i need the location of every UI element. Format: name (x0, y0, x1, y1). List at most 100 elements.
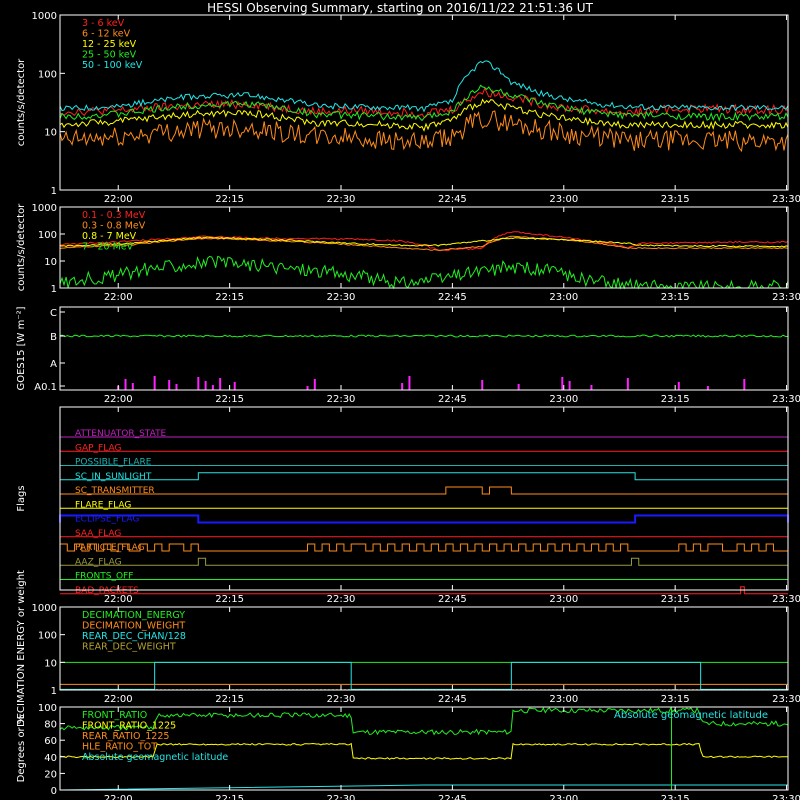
legend-entry: 0.8 - 7 MeV (82, 231, 137, 242)
x-tick-label: 22:45 (438, 394, 467, 405)
panels: 22:00 22:15 22:30 22:45 23:00 23:15 23:3011010… (16, 11, 800, 800)
panel-p3: 22:00 22:15 22:30 22:45 23:00 23:15 23:30 A0.1 A… (16, 306, 800, 405)
panel-p1: 22:00 22:15 22:30 22:45 23:00 23:15 23:30 1 10 10… (16, 11, 800, 205)
x-tick-label: 23:00 (549, 194, 578, 205)
plot-frame (59, 606, 789, 691)
x-tick-label: 23:15 (661, 194, 690, 205)
y-tick-label: 10 (44, 257, 57, 268)
flag-trace-4 (60, 486, 788, 495)
series-line-3 (59, 84, 789, 122)
x-tick-label: 22:30 (327, 394, 356, 405)
panel-p6: 22:00 22:15 22:30 22:45 23:00 23:15 23:30 0 20 40… (16, 703, 800, 800)
x-tick-label: 23:15 (661, 694, 690, 705)
y-tick-label: 100 (38, 631, 57, 642)
x-tick-label: 22:00 (104, 694, 133, 705)
series-line-1 (59, 742, 788, 760)
geomag-annotation: Absolute geomagnetic latitude (614, 710, 768, 721)
y-tick-label: 100 (38, 230, 57, 241)
flag-label: ECLIPSE_FLAG (75, 515, 139, 525)
legend-entry: 7 - 20 MeV (82, 242, 134, 253)
y-tick-label: 100 (38, 703, 57, 714)
x-tick-label: 23:00 (549, 694, 578, 705)
legend-entry: 0.1 - 0.3 MeV (82, 210, 146, 221)
x-tick-label: 22:15 (215, 794, 244, 800)
x-tick-label: 23:00 (549, 394, 578, 405)
goes-flux-line (59, 334, 788, 338)
x-tick-label: 23:15 (661, 292, 690, 303)
legend-entry: DECIMATION_ENERGY (82, 610, 185, 621)
x-tick-label: 22:00 (104, 394, 133, 405)
panel-p2: 22:00 22:15 22:30 22:45 23:00 23:15 23:30 1 10 10… (16, 203, 800, 303)
flag-trace-11 (60, 586, 788, 595)
flag-label: FLARE_FLAG (75, 500, 131, 510)
legend-entry: HLE_RATIO_TOT (82, 742, 157, 753)
x-tick-label: 22:15 (215, 194, 244, 205)
y-tick-label: 1000 (32, 203, 57, 214)
plot-frame (59, 206, 789, 289)
series-line-2 (60, 661, 788, 690)
series-line-3 (59, 255, 789, 290)
y-tick-label: 20 (44, 769, 57, 780)
x-tick-label: 23:30 (772, 794, 800, 800)
flag-label: AAZ_FLAG (75, 557, 122, 567)
flag-label: BAD_PACKETS (75, 586, 139, 596)
y-tick-label: B (50, 332, 57, 343)
flag-trace-8 (59, 543, 788, 552)
x-tick-label: 22:15 (215, 594, 244, 605)
x-tick-label: 22:00 (104, 194, 133, 205)
x-tick-label: 22:45 (438, 594, 467, 605)
flag-trace-3 (60, 472, 788, 481)
x-tick-label: 22:15 (215, 394, 244, 405)
flag-label: SC_TRANSMITTER (75, 486, 155, 496)
y-tick-label: 10 (44, 658, 57, 669)
y-axis-label: GOES15 [W m⁻²] (16, 306, 27, 390)
legend-entry: FRONT_RATIO_1225 (82, 721, 176, 732)
y-tick-label: 60 (44, 736, 57, 747)
legend-entry: REAR_DEC_CHAN/128 (82, 631, 186, 642)
flag-trace-6 (59, 514, 789, 524)
x-tick-label: 22:30 (327, 794, 356, 800)
y-tick-label: C (50, 308, 57, 319)
y-tick-label: 10 (44, 128, 57, 139)
panel-p4: ATTENUATOR_STATE GAP_FLAG POSSIBLE_FLARE SC… (16, 406, 800, 605)
x-tick-label: 23:30 (772, 694, 800, 705)
x-tick-label: 23:15 (661, 594, 690, 605)
x-tick-label: 22:30 (327, 694, 356, 705)
flag-label: PARTICLE_FLAG (75, 543, 145, 553)
legend-entry: 3 - 6 keV (82, 18, 125, 29)
x-tick-label: 22:15 (215, 292, 244, 303)
legend-entry: 6 - 12 keV (82, 29, 131, 40)
x-tick-label: 22:45 (438, 194, 467, 205)
flag-trace-9 (60, 557, 788, 566)
series-line-2 (59, 98, 789, 132)
legend-entry: 25 - 50 keV (82, 50, 137, 61)
x-tick-label: 23:00 (549, 794, 578, 800)
y-axis-label: Flags (16, 485, 27, 511)
x-tick-label: 22:00 (104, 594, 133, 605)
series-line-2 (59, 236, 789, 248)
flag-label: SAA_FLAG (75, 529, 121, 539)
flag-label: SC_IN_SUNLIGHT (75, 472, 152, 482)
flag-label: GAP_FLAG (75, 443, 121, 453)
legend-entry: Absolute geomagnetic latitude (82, 752, 228, 763)
y-tick-label: 1000 (32, 603, 57, 614)
y-tick-label: 0 (51, 786, 57, 797)
series-line-4 (59, 60, 789, 113)
y-tick-label: 1 (51, 284, 57, 295)
plot-frame (59, 706, 789, 791)
legend-entry: 12 - 25 keV (82, 39, 137, 50)
x-tick-label: 22:45 (438, 694, 467, 705)
series-line-0 (59, 706, 789, 736)
flag-label: POSSIBLE_FLARE (75, 458, 152, 468)
y-axis-label: Degrees or % (16, 715, 27, 783)
legend-entry: 0.3 - 0.8 MeV (82, 221, 146, 232)
plot-frame (59, 306, 789, 391)
legend-entry: 50 - 100 keV (82, 60, 143, 71)
legend-entry: REAR_RATIO_1225 (82, 731, 169, 742)
panel-p5: 22:00 22:15 22:30 22:45 23:00 23:15 23:30 1 10 10… (16, 570, 800, 727)
x-tick-label: 22:45 (438, 794, 467, 800)
y-tick-label: A (50, 359, 57, 370)
y-tick-label: 1 (51, 186, 57, 197)
y-tick-label: 40 (44, 753, 57, 764)
